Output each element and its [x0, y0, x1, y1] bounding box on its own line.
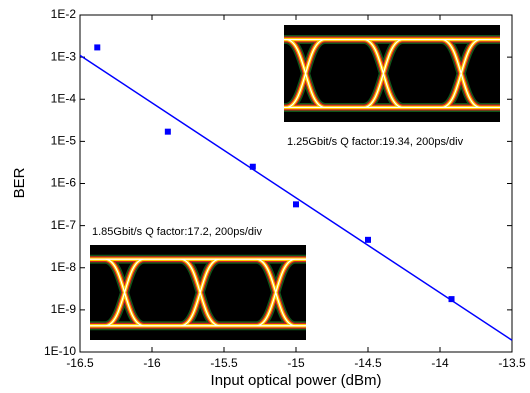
- y-tick-label: 1E-6: [51, 176, 77, 190]
- inset-caption: 1.25Gbit/s Q factor:19.34, 200ps/div: [287, 136, 464, 148]
- y-tick-label: 1E-9: [51, 302, 77, 316]
- eye-diagram: [284, 25, 500, 122]
- y-tick-label: 1E-4: [51, 91, 77, 105]
- y-tick-label: 1E-2: [51, 7, 77, 21]
- data-point: [293, 201, 299, 207]
- y-tick-label: 1E-10: [44, 344, 76, 358]
- y-tick-label: 1E-3: [51, 49, 77, 63]
- x-axis-label: Input optical power (dBm): [211, 372, 382, 389]
- y-tick-label: 1E-8: [51, 260, 77, 274]
- x-tick-label: -13.5: [498, 356, 526, 370]
- y-tick-label: 1E-7: [51, 218, 77, 232]
- eye-diagram: [90, 245, 306, 340]
- x-tick-label: -16.5: [66, 356, 94, 370]
- x-tick-label: -14.5: [354, 356, 382, 370]
- data-point: [165, 129, 171, 135]
- x-tick-label: -15.5: [210, 356, 238, 370]
- inset-caption: 1.85Gbit/s Q factor:17.2, 200ps/div: [92, 226, 262, 238]
- x-tick-label: -15: [287, 356, 305, 370]
- chart: Input optical power (dBm) BER -16.5 -16 -1…: [0, 0, 530, 393]
- y-axis-label: BER: [11, 167, 28, 198]
- data-point: [94, 44, 100, 50]
- data-point: [365, 237, 371, 243]
- y-tick-label: 1E-5: [51, 134, 77, 148]
- x-tick-label: -14: [431, 356, 449, 370]
- x-tick-label: -16: [143, 356, 161, 370]
